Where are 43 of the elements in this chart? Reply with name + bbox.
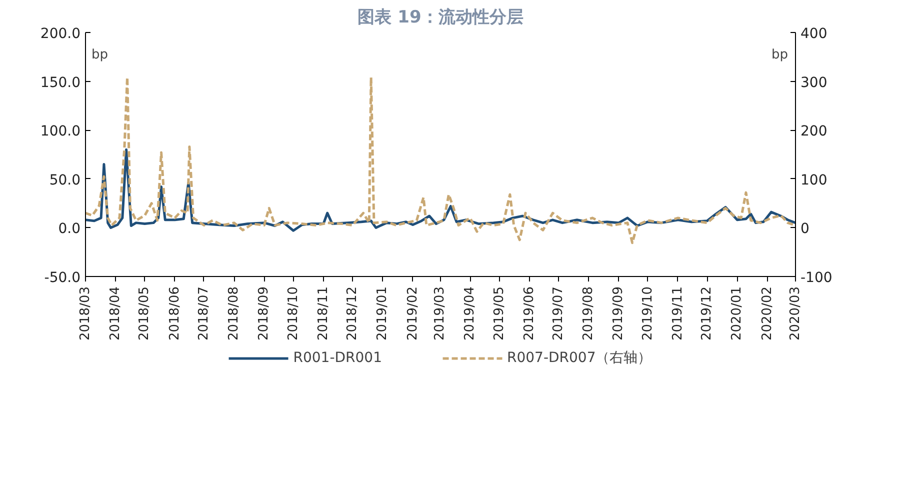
y2-axis-title: bp	[772, 48, 788, 62]
x-tick-label: 2019/10	[640, 286, 656, 341]
chart-title: 图表 19：流动性分层	[358, 8, 524, 28]
y-tick-label: -50.0	[44, 270, 81, 286]
x-tick-label: 2019/11	[670, 286, 686, 341]
x-tick-label: 2020/01	[730, 286, 745, 341]
x-tick-label: 2018/06	[167, 286, 182, 341]
x-tick-label: 2018/10	[286, 286, 301, 341]
x-tick-label: 2019/03	[432, 286, 448, 341]
y2-tick-label: 300	[800, 74, 828, 91]
x-tick-label: 2019/01	[375, 286, 390, 341]
x-tick-label: 2019/04	[462, 286, 478, 341]
x-tick-label: 2018/07	[196, 286, 212, 341]
y-tick-label: 100.0	[40, 124, 81, 140]
y2-tick-label: 400	[800, 26, 828, 42]
y2-tick-label: 0	[800, 221, 810, 238]
x-tick-label: 2018/04	[108, 286, 124, 341]
legend-label: R001-DR001	[293, 350, 382, 366]
x-tick-label: 2018/05	[137, 286, 152, 341]
y-axis-title: bp	[92, 48, 108, 62]
x-tick-label: 2019/02	[405, 286, 420, 341]
x-tick-label: 2018/12	[345, 286, 360, 341]
x-tick-label: 2019/09	[611, 286, 626, 341]
y2-tick-label: -100	[800, 270, 832, 286]
x-tick-label: 2020/03	[788, 286, 803, 341]
y-tick-label: 200.0	[40, 26, 81, 42]
x-tick-label: 2018/09	[256, 286, 272, 341]
y-tick-label: 0.0	[58, 221, 80, 238]
x-tick-label: 2018/08	[226, 286, 242, 341]
y2-tick-label: 100	[800, 172, 828, 188]
x-tick-label: 2020/02	[760, 286, 775, 341]
x-tick-label: 2019/08	[581, 286, 596, 341]
x-tick-label: 2019/07	[551, 286, 566, 341]
y2-tick-label: 200	[800, 124, 828, 140]
x-tick-label: 2019/12	[700, 286, 715, 341]
y-tick-label: 150.0	[40, 74, 81, 91]
legend-label: R007-DR007（右轴）	[507, 349, 652, 367]
x-tick-label: 2019/05	[492, 286, 507, 341]
line-series	[86, 76, 796, 244]
x-tick-label: 2019/06	[522, 286, 537, 341]
x-tick-label: 2018/11	[316, 286, 331, 341]
x-tick-label: 2018/03	[78, 286, 93, 341]
y-tick-label: 50.0	[49, 172, 80, 188]
